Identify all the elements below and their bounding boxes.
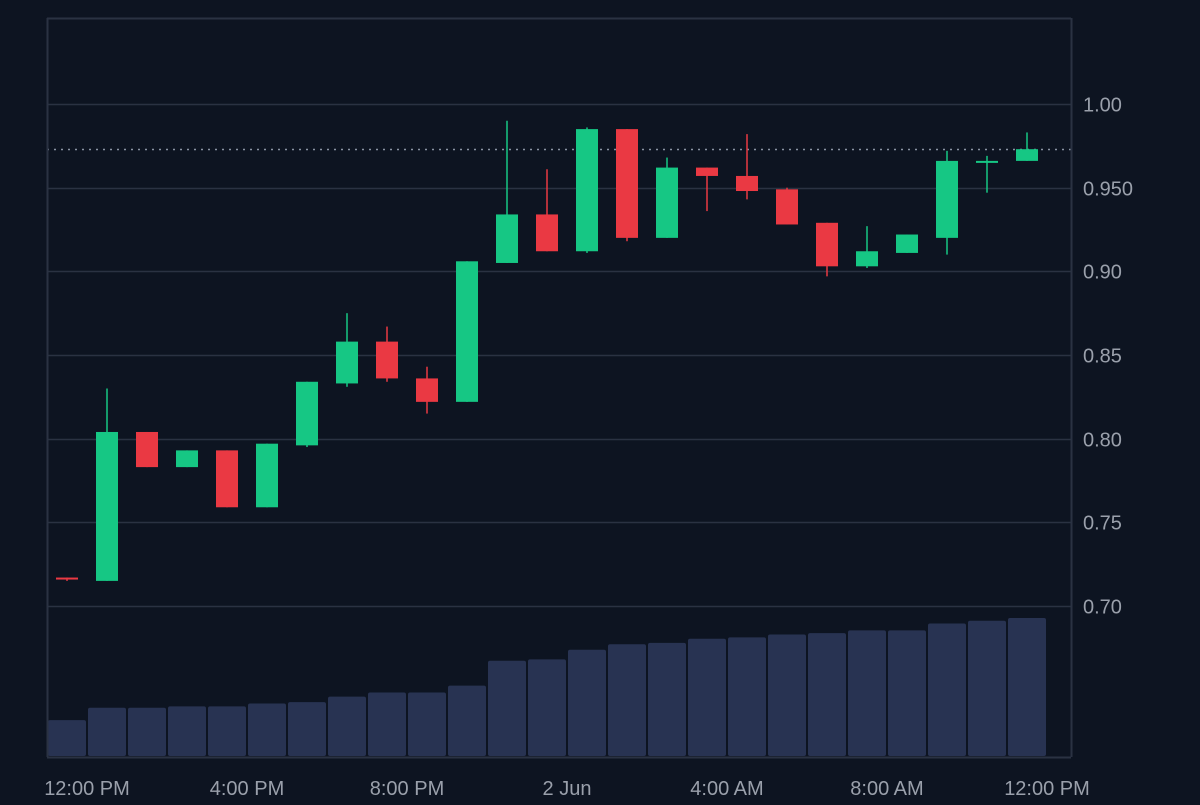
candle <box>296 381 318 448</box>
candle-body <box>296 381 318 446</box>
volume-bar <box>368 692 406 756</box>
candle <box>376 326 398 382</box>
candle <box>336 313 358 387</box>
candle <box>416 366 438 414</box>
volume-bar <box>168 706 206 756</box>
candle-body <box>56 577 78 580</box>
candle <box>616 129 638 242</box>
volume-bar <box>968 620 1006 756</box>
x-axis: 12:00 PM 4:00 PM 8:00 PM 2 Jun 4:00 AM 8:00 A… <box>44 778 1090 800</box>
candle-body <box>776 189 798 225</box>
volume-bar <box>128 707 166 756</box>
candle <box>136 431 158 468</box>
volume-bar <box>448 685 486 756</box>
volume-bar <box>648 642 686 756</box>
volume-bars <box>48 618 1046 756</box>
volume-bar <box>768 634 806 756</box>
candle-body <box>856 251 878 267</box>
candle-body <box>456 261 478 402</box>
candle <box>536 169 558 252</box>
candle <box>576 127 598 253</box>
candle-body <box>136 431 158 468</box>
volume-bar <box>688 638 726 756</box>
candle-body <box>976 160 998 163</box>
candle-body <box>936 160 958 238</box>
y-tick-label: 1.00 <box>1083 95 1122 117</box>
y-axis: 0.70 0.75 0.80 0.85 0.90 0.950 1.00 <box>1083 95 1133 619</box>
candle-body <box>656 167 678 238</box>
volume-bar <box>208 706 246 756</box>
candle <box>656 157 678 238</box>
candle <box>936 150 958 255</box>
volume-bar <box>48 720 86 756</box>
candle-body <box>816 222 838 267</box>
volume-bar <box>88 707 126 756</box>
x-tick-label: 8:00 PM <box>370 778 444 800</box>
volume-bar <box>608 644 646 756</box>
volume-bar <box>488 660 526 756</box>
candle <box>896 234 918 253</box>
candle <box>816 222 838 277</box>
volume-bar <box>248 703 286 756</box>
y-tick-label: 0.80 <box>1083 430 1122 452</box>
candle-body <box>496 214 518 263</box>
candle <box>496 120 518 263</box>
volume-bar <box>808 633 846 756</box>
candle <box>96 388 118 581</box>
volume-bar <box>728 637 766 756</box>
x-tick-label: 12:00 PM <box>44 778 130 800</box>
candle-body <box>376 341 398 379</box>
y-tick-label: 0.950 <box>1083 179 1133 201</box>
candle <box>256 443 278 508</box>
volume-bar <box>1008 618 1046 756</box>
candle-body <box>96 431 118 581</box>
candle-body <box>176 450 198 468</box>
volume-bar <box>528 659 566 756</box>
volume-bar <box>328 696 366 756</box>
candle-body <box>536 214 558 252</box>
x-tick-label: 4:00 AM <box>690 778 763 800</box>
candles <box>56 120 1038 581</box>
x-tick-label: 12:00 PM <box>1004 778 1090 800</box>
candle-body <box>216 450 238 508</box>
volume-bar <box>928 623 966 756</box>
candle-body <box>336 341 358 384</box>
candle <box>176 450 198 468</box>
chart-frame <box>46 17 1073 759</box>
candle-body <box>576 129 598 252</box>
x-tick-label: 4:00 PM <box>210 778 284 800</box>
candle <box>56 577 78 581</box>
candle-body <box>616 129 638 238</box>
candle <box>736 134 758 200</box>
candle <box>696 167 718 212</box>
volume-bar <box>408 692 446 756</box>
candle-body <box>736 175 758 192</box>
grid-lines <box>47 103 1071 608</box>
y-tick-label: 0.70 <box>1083 597 1122 619</box>
candle <box>856 226 878 268</box>
y-tick-label: 0.85 <box>1083 346 1122 368</box>
candle-body <box>1016 149 1038 161</box>
candle <box>1016 132 1038 161</box>
y-tick-label: 0.75 <box>1083 513 1122 535</box>
candle <box>976 155 998 193</box>
y-tick-label: 0.90 <box>1083 262 1122 284</box>
x-tick-label: 2 Jun <box>543 778 592 800</box>
volume-bar <box>568 649 606 756</box>
candle <box>776 187 798 225</box>
candle-body <box>256 443 278 508</box>
volume-bar <box>288 702 326 756</box>
candle-body <box>416 378 438 402</box>
volume-bar <box>848 630 886 756</box>
candle <box>456 261 478 402</box>
candle-body <box>896 234 918 253</box>
volume-bar <box>888 630 926 756</box>
candle <box>216 450 238 508</box>
x-tick-label: 8:00 AM <box>850 778 923 800</box>
candle-body <box>696 167 718 176</box>
